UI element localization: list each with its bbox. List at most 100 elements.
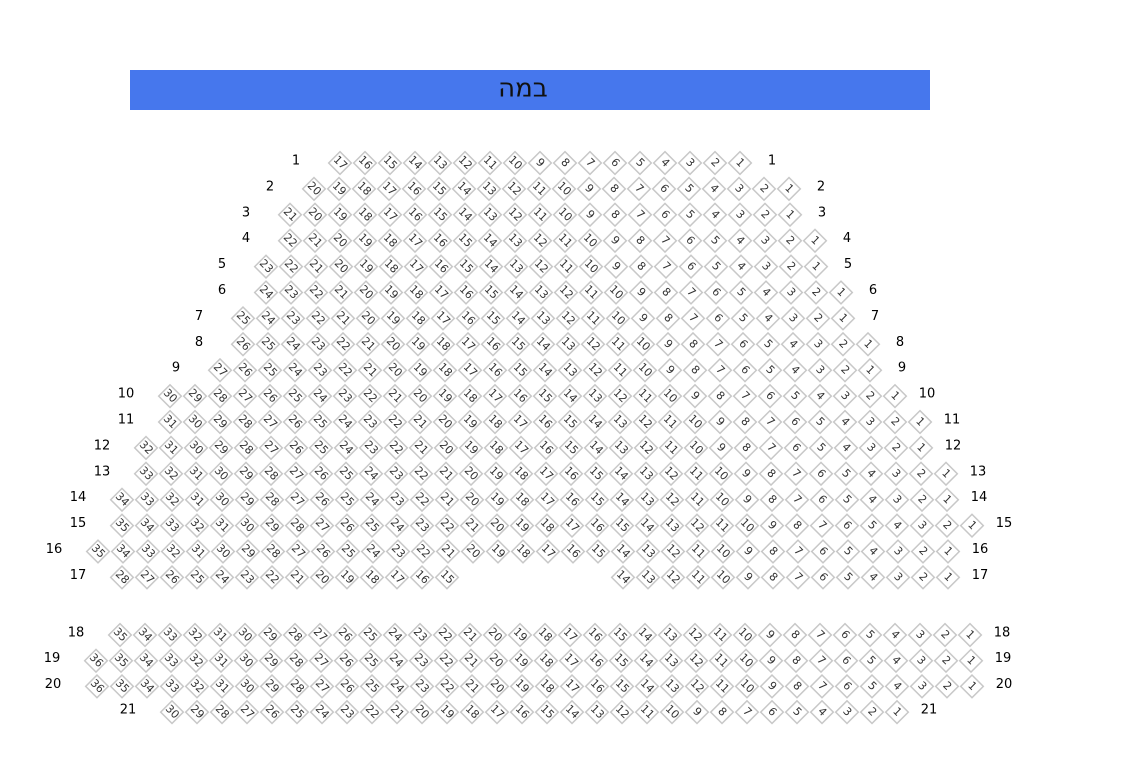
seat[interactable]: 15: [434, 565, 460, 590]
seat[interactable]: 8: [733, 435, 759, 461]
seat[interactable]: 20: [309, 565, 335, 590]
seat[interactable]: 4: [884, 513, 910, 538]
seat[interactable]: 13: [658, 648, 684, 674]
seat[interactable]: 16: [509, 699, 535, 725]
seat[interactable]: 2: [803, 280, 829, 305]
seat[interactable]: 6: [783, 435, 809, 461]
seat[interactable]: 28: [258, 461, 284, 487]
seat[interactable]: 17: [376, 176, 402, 202]
seat[interactable]: 18: [482, 409, 508, 435]
seat[interactable]: 1: [855, 331, 881, 357]
seat[interactable]: 23: [384, 487, 410, 513]
seat[interactable]: 9: [735, 539, 761, 564]
seat[interactable]: 18: [459, 699, 485, 725]
seat[interactable]: 15: [478, 280, 504, 305]
seat[interactable]: 25: [308, 435, 334, 461]
seat[interactable]: 8: [552, 150, 578, 176]
seat[interactable]: 22: [434, 513, 460, 538]
seat[interactable]: 20: [353, 280, 379, 305]
seat[interactable]: 15: [452, 228, 478, 254]
seat[interactable]: 4: [882, 622, 908, 648]
seat[interactable]: 17: [533, 461, 559, 487]
seat[interactable]: 33: [134, 487, 160, 513]
seat[interactable]: 6: [759, 699, 785, 725]
seat[interactable]: 13: [528, 280, 554, 305]
seat[interactable]: 6: [832, 622, 858, 648]
seat[interactable]: 9: [603, 254, 629, 279]
seat[interactable]: 1: [776, 176, 802, 202]
seat[interactable]: 8: [758, 461, 784, 487]
seat[interactable]: 5: [730, 306, 756, 331]
seat[interactable]: 14: [477, 228, 503, 254]
seat[interactable]: 28: [232, 409, 258, 435]
seat[interactable]: 13: [502, 228, 528, 254]
seat[interactable]: 13: [607, 409, 633, 435]
seat[interactable]: 2: [752, 202, 778, 228]
seat[interactable]: 26: [230, 331, 256, 357]
seat[interactable]: 9: [757, 622, 783, 648]
seat[interactable]: 8: [707, 383, 733, 409]
seat[interactable]: 15: [608, 648, 634, 674]
seat[interactable]: 14: [633, 648, 659, 674]
seat[interactable]: 20: [328, 254, 354, 279]
seat[interactable]: 2: [909, 487, 935, 513]
seat[interactable]: 30: [182, 409, 208, 435]
seat[interactable]: 26: [309, 487, 335, 513]
seat[interactable]: 24: [383, 648, 409, 674]
seat[interactable]: 35: [109, 513, 135, 538]
seat[interactable]: 10: [502, 150, 528, 176]
seat[interactable]: 29: [208, 435, 234, 461]
seat[interactable]: 25: [284, 699, 310, 725]
seat[interactable]: 20: [483, 648, 509, 674]
seat[interactable]: 2: [830, 331, 856, 357]
seat[interactable]: 31: [183, 461, 209, 487]
seat[interactable]: 14: [402, 150, 428, 176]
seat[interactable]: 11: [578, 280, 604, 305]
seat[interactable]: 6: [703, 280, 729, 305]
seat[interactable]: 1: [908, 435, 934, 461]
seat[interactable]: 26: [159, 565, 185, 590]
seat[interactable]: 6: [834, 513, 860, 538]
seat[interactable]: 13: [635, 539, 661, 564]
seat[interactable]: 10: [630, 331, 656, 357]
seat[interactable]: 4: [858, 461, 884, 487]
seat[interactable]: 12: [683, 648, 709, 674]
seat[interactable]: 16: [582, 622, 608, 648]
seat[interactable]: 7: [653, 254, 679, 279]
seat[interactable]: 14: [634, 513, 660, 538]
seat[interactable]: 33: [158, 648, 184, 674]
seat[interactable]: 3: [885, 539, 911, 564]
seat[interactable]: 14: [503, 280, 529, 305]
seat[interactable]: 3: [907, 622, 933, 648]
seat[interactable]: 28: [284, 674, 310, 699]
seat[interactable]: 19: [483, 461, 509, 487]
seat[interactable]: 8: [602, 202, 628, 228]
seat[interactable]: 4: [883, 648, 909, 674]
seat[interactable]: 17: [535, 539, 561, 564]
seat[interactable]: 1: [802, 228, 828, 254]
seat[interactable]: 6: [732, 357, 758, 383]
seat[interactable]: 21: [330, 306, 356, 331]
seat[interactable]: 27: [207, 357, 233, 383]
seat[interactable]: 14: [608, 461, 634, 487]
seat[interactable]: 15: [609, 513, 635, 538]
seat[interactable]: 5: [676, 176, 702, 202]
seat[interactable]: 12: [582, 357, 608, 383]
seat[interactable]: 11: [632, 383, 658, 409]
seat[interactable]: 13: [659, 513, 685, 538]
seat[interactable]: 18: [359, 565, 385, 590]
seat[interactable]: 7: [783, 461, 809, 487]
seat[interactable]: 4: [652, 150, 678, 176]
seat[interactable]: 13: [427, 150, 453, 176]
seat[interactable]: 22: [383, 435, 409, 461]
seat[interactable]: 3: [753, 254, 779, 279]
seat[interactable]: 10: [682, 409, 708, 435]
seat[interactable]: 20: [484, 674, 510, 699]
seat[interactable]: 5: [755, 331, 781, 357]
seat[interactable]: 8: [783, 648, 809, 674]
seat[interactable]: 28: [259, 487, 285, 513]
seat[interactable]: 22: [330, 331, 356, 357]
seat[interactable]: 4: [728, 254, 754, 279]
seat[interactable]: 8: [760, 565, 786, 590]
seat[interactable]: 28: [284, 513, 310, 538]
